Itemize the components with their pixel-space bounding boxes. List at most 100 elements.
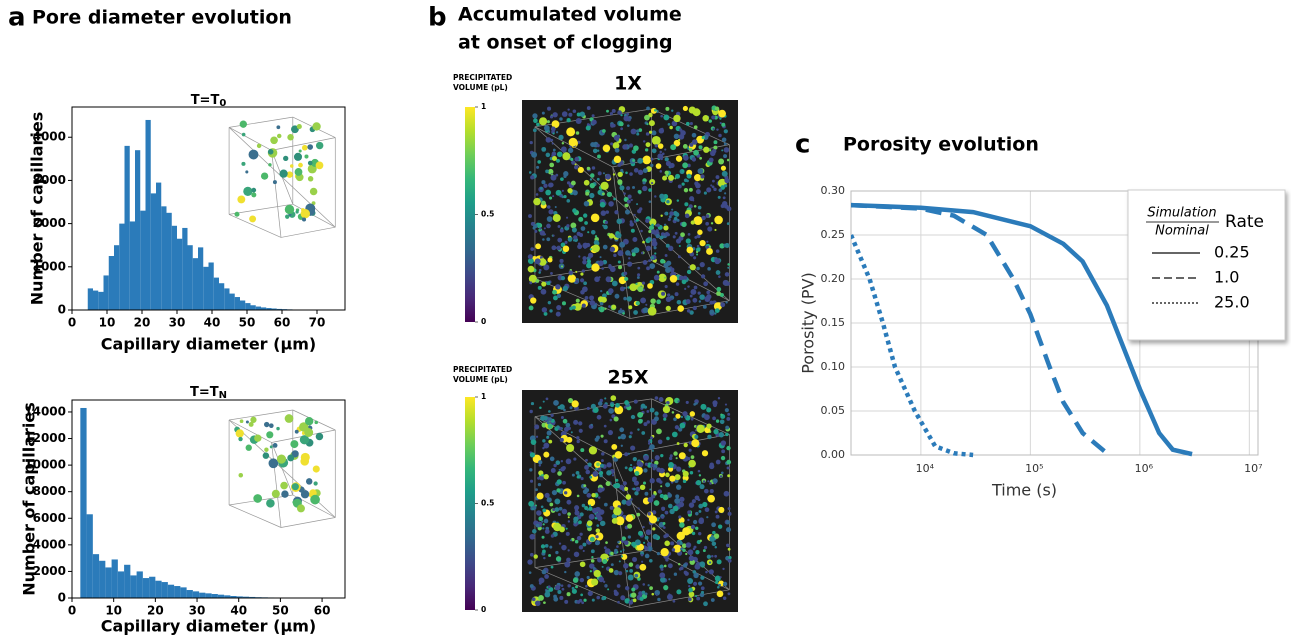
render-node bbox=[623, 271, 628, 276]
render-node bbox=[617, 600, 620, 604]
render-node bbox=[605, 210, 610, 214]
render-node bbox=[653, 108, 657, 112]
render-node bbox=[561, 142, 565, 145]
render-node bbox=[584, 295, 589, 300]
render-node bbox=[626, 124, 630, 127]
render-node bbox=[625, 514, 634, 522]
render-node bbox=[693, 204, 697, 208]
render-node bbox=[665, 267, 671, 274]
bar bbox=[129, 221, 135, 310]
render-node bbox=[583, 179, 590, 186]
render-node bbox=[649, 263, 656, 270]
render-node bbox=[619, 427, 625, 433]
render-node bbox=[675, 494, 680, 499]
render-node bbox=[546, 223, 551, 229]
bar bbox=[224, 595, 231, 598]
render-node bbox=[558, 134, 564, 141]
render-node bbox=[661, 515, 665, 519]
render-node bbox=[642, 307, 649, 314]
render-node bbox=[644, 535, 649, 540]
render-node bbox=[542, 527, 545, 530]
render-node bbox=[591, 555, 594, 559]
render-node bbox=[541, 146, 547, 152]
render-node bbox=[643, 422, 648, 427]
render-node bbox=[575, 470, 580, 475]
render-node bbox=[682, 470, 689, 477]
render-node bbox=[590, 549, 595, 554]
render-node bbox=[528, 305, 534, 311]
render-node bbox=[564, 561, 571, 568]
render-node bbox=[559, 437, 564, 443]
render-blob bbox=[293, 152, 303, 161]
render-node bbox=[621, 499, 627, 505]
render-node bbox=[661, 291, 666, 296]
render-node bbox=[555, 311, 561, 317]
render-node bbox=[654, 411, 659, 416]
x-tick-label: 10⁵ bbox=[1025, 462, 1043, 475]
chart-title: T=TN bbox=[190, 385, 227, 402]
render-node bbox=[536, 165, 540, 169]
render-node bbox=[660, 577, 666, 583]
render-node bbox=[676, 218, 680, 222]
render-node bbox=[556, 304, 562, 311]
render-node bbox=[709, 309, 715, 315]
render-node bbox=[553, 463, 557, 468]
render-node bbox=[673, 572, 678, 576]
render-node bbox=[708, 561, 712, 564]
render-node bbox=[630, 198, 633, 202]
colorbar-tick-label: 0 bbox=[481, 605, 486, 614]
render-node bbox=[646, 420, 650, 424]
render-node bbox=[667, 493, 673, 498]
render-node bbox=[643, 541, 646, 544]
render-node bbox=[600, 434, 604, 438]
render-node bbox=[538, 595, 544, 601]
render-node bbox=[602, 559, 608, 564]
render-node bbox=[545, 169, 549, 174]
bar bbox=[161, 582, 168, 598]
render-node bbox=[654, 195, 657, 198]
render-node bbox=[613, 569, 620, 576]
render-edge bbox=[271, 150, 282, 238]
render-node bbox=[561, 111, 568, 117]
render-node bbox=[644, 148, 649, 152]
render-node bbox=[579, 577, 585, 583]
render-node bbox=[582, 286, 588, 293]
render-node bbox=[664, 231, 670, 237]
render-node bbox=[613, 134, 620, 141]
render-node bbox=[709, 536, 716, 542]
render-node bbox=[558, 506, 563, 511]
render-node bbox=[564, 570, 567, 574]
render-blob bbox=[296, 124, 302, 130]
render-node bbox=[657, 517, 661, 520]
render-node bbox=[681, 169, 685, 173]
render-node bbox=[573, 551, 580, 558]
render-node bbox=[682, 479, 687, 484]
render-node bbox=[642, 181, 646, 185]
render-node bbox=[714, 228, 717, 232]
render-node bbox=[538, 271, 541, 274]
render-node bbox=[609, 266, 616, 273]
x-tick-label: 50 bbox=[239, 316, 256, 330]
render-node bbox=[701, 450, 709, 457]
render-node bbox=[636, 129, 640, 133]
render-node bbox=[685, 542, 692, 548]
y-tick-label: 0.10 bbox=[821, 360, 846, 373]
render-node bbox=[591, 492, 596, 498]
render-node bbox=[727, 507, 731, 511]
render-node bbox=[618, 560, 621, 563]
render-blob bbox=[307, 160, 313, 166]
render-node bbox=[626, 186, 631, 191]
render-node bbox=[625, 500, 632, 506]
render-blob bbox=[284, 414, 294, 423]
render-node bbox=[725, 425, 730, 430]
render-node bbox=[644, 114, 650, 121]
render-node bbox=[660, 214, 663, 217]
render-blob bbox=[269, 445, 273, 449]
render-node bbox=[719, 419, 725, 425]
render-node bbox=[542, 549, 546, 554]
render-node bbox=[625, 569, 629, 573]
render-node bbox=[675, 173, 681, 179]
render-node bbox=[649, 178, 656, 186]
render-node bbox=[565, 531, 570, 536]
render-blob bbox=[276, 426, 280, 431]
